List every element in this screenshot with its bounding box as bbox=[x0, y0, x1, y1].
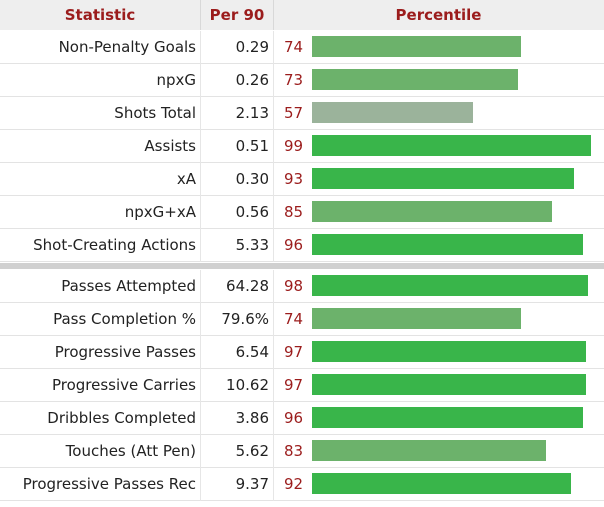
percentile-bar bbox=[312, 275, 588, 296]
table-row: Non-Penalty Goals 0.29 74 bbox=[0, 31, 604, 64]
stat-name: Assists bbox=[144, 137, 196, 155]
percentile-bar bbox=[312, 440, 546, 461]
column-header-statistic[interactable]: Statistic bbox=[64, 6, 136, 24]
percentile-value: 98 bbox=[284, 277, 304, 295]
percentile-value: 97 bbox=[284, 376, 304, 394]
stat-name: Touches (Att Pen) bbox=[65, 442, 196, 460]
per90-value: 0.26 bbox=[200, 64, 274, 97]
percentile-value: 92 bbox=[284, 475, 304, 493]
percentile-bar bbox=[312, 473, 571, 494]
percentile-value: 96 bbox=[284, 409, 304, 427]
stat-name: npxG+xA bbox=[124, 203, 196, 221]
per90-value: 0.30 bbox=[200, 163, 274, 196]
table-row: npxG 0.26 73 bbox=[0, 64, 604, 97]
table-row: npxG+xA 0.56 85 bbox=[0, 196, 604, 229]
stat-name: npxG bbox=[156, 71, 196, 89]
per90-value: 3.86 bbox=[200, 402, 274, 435]
per90-value: 10.62 bbox=[200, 369, 274, 402]
per90-value: 64.28 bbox=[200, 270, 274, 303]
percentile-bar bbox=[312, 308, 521, 329]
table-row: Dribbles Completed 3.86 96 bbox=[0, 402, 604, 435]
percentile-value: 97 bbox=[284, 343, 304, 361]
percentile-bar bbox=[312, 341, 586, 362]
percentile-bar bbox=[312, 234, 583, 255]
per90-value: 0.51 bbox=[200, 130, 274, 163]
column-header-per90[interactable]: Per 90 bbox=[200, 0, 274, 30]
stat-name: Progressive Passes bbox=[54, 343, 196, 361]
table-row: xA 0.30 93 bbox=[0, 163, 604, 196]
percentile-bar bbox=[312, 168, 574, 189]
percentile-value: 93 bbox=[284, 170, 304, 188]
per90-value: 0.56 bbox=[200, 196, 274, 229]
stat-name: Dribbles Completed bbox=[47, 409, 196, 427]
stat-name: xA bbox=[176, 170, 196, 188]
percentile-value: 74 bbox=[284, 38, 304, 56]
percentile-value: 57 bbox=[284, 104, 304, 122]
percentile-bar bbox=[312, 36, 521, 57]
stat-name: Shots Total bbox=[114, 104, 196, 122]
table-row: Touches (Att Pen) 5.62 83 bbox=[0, 435, 604, 468]
table-row: Shot-Creating Actions 5.33 96 bbox=[0, 229, 604, 262]
column-header-percentile[interactable]: Percentile bbox=[395, 6, 482, 24]
percentile-value: 99 bbox=[284, 137, 304, 155]
percentile-bar bbox=[312, 374, 586, 395]
percentile-value: 96 bbox=[284, 236, 304, 254]
table-row: Shots Total 2.13 57 bbox=[0, 97, 604, 130]
stat-name: Pass Completion % bbox=[53, 310, 196, 328]
percentile-value: 83 bbox=[284, 442, 304, 460]
table-row: Pass Completion % 79.6% 74 bbox=[0, 303, 604, 336]
stat-name: Passes Attempted bbox=[61, 277, 196, 295]
stat-name: Progressive Carries bbox=[51, 376, 196, 394]
per90-value: 0.29 bbox=[200, 31, 274, 64]
percentile-bar bbox=[312, 135, 591, 156]
per90-value: 79.6% bbox=[200, 303, 274, 336]
per90-value: 2.13 bbox=[200, 97, 274, 130]
table-header: Statistic Per 90 Percentile bbox=[0, 0, 604, 30]
percentile-bar bbox=[312, 69, 518, 90]
stat-name: Progressive Passes Rec bbox=[22, 475, 196, 493]
table-row: Progressive Passes 6.54 97 bbox=[0, 336, 604, 369]
stat-name: Non-Penalty Goals bbox=[58, 38, 196, 56]
percentile-value: 73 bbox=[284, 71, 304, 89]
percentile-bar bbox=[312, 407, 583, 428]
table-row: Assists 0.51 99 bbox=[0, 130, 604, 163]
table-row: Progressive Passes Rec 9.37 92 bbox=[0, 468, 604, 501]
group-separator bbox=[0, 263, 604, 269]
percentile-bar bbox=[312, 201, 552, 222]
percentile-value: 74 bbox=[284, 310, 304, 328]
per90-value: 9.37 bbox=[200, 468, 274, 501]
stat-name: Shot-Creating Actions bbox=[33, 236, 196, 254]
per90-value: 6.54 bbox=[200, 336, 274, 369]
per90-value: 5.33 bbox=[200, 229, 274, 262]
table-row: Progressive Carries 10.62 97 bbox=[0, 369, 604, 402]
per90-value: 5.62 bbox=[200, 435, 274, 468]
percentile-value: 85 bbox=[284, 203, 304, 221]
table-row: Passes Attempted 64.28 98 bbox=[0, 270, 604, 303]
percentile-bar bbox=[312, 102, 473, 123]
